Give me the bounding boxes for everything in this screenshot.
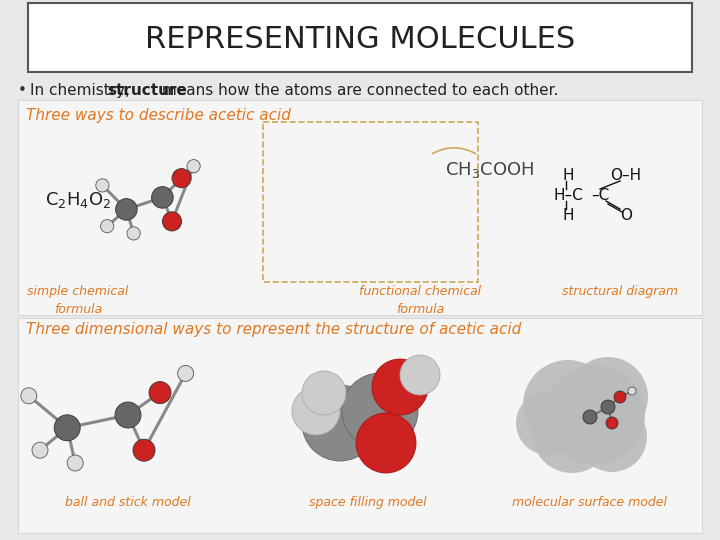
Circle shape	[127, 227, 140, 240]
Circle shape	[178, 366, 194, 381]
Circle shape	[96, 179, 109, 192]
Text: $\mathregular{C_2H_4O_2}$: $\mathregular{C_2H_4O_2}$	[45, 190, 112, 210]
Text: Three ways to describe acetic acid: Three ways to describe acetic acid	[26, 108, 291, 123]
Circle shape	[292, 387, 340, 435]
Text: H–C: H–C	[553, 187, 583, 202]
Circle shape	[532, 393, 612, 473]
Circle shape	[101, 220, 114, 233]
Text: molecular surface model: molecular surface model	[513, 496, 667, 509]
Text: ball and stick model: ball and stick model	[65, 496, 191, 509]
Circle shape	[516, 391, 580, 455]
Text: means how the atoms are connected to each other.: means how the atoms are connected to eac…	[157, 83, 559, 98]
Text: REPRESENTING MOLECULES: REPRESENTING MOLECULES	[145, 25, 575, 55]
Circle shape	[601, 400, 615, 414]
FancyBboxPatch shape	[28, 3, 692, 72]
Circle shape	[116, 199, 138, 220]
Circle shape	[628, 387, 636, 395]
Circle shape	[400, 355, 440, 395]
Text: space filling model: space filling model	[309, 496, 427, 509]
Circle shape	[115, 402, 141, 428]
Circle shape	[614, 391, 626, 403]
Circle shape	[149, 382, 171, 403]
Text: •: •	[18, 83, 27, 98]
Circle shape	[583, 410, 597, 424]
Circle shape	[32, 442, 48, 458]
Circle shape	[523, 360, 613, 450]
Circle shape	[302, 371, 346, 415]
Text: In chemistry,: In chemistry,	[30, 83, 135, 98]
FancyBboxPatch shape	[18, 100, 702, 315]
Circle shape	[356, 413, 416, 473]
Text: –C: –C	[591, 187, 609, 202]
Circle shape	[187, 160, 200, 173]
Text: O: O	[620, 207, 632, 222]
Circle shape	[606, 417, 618, 429]
Circle shape	[172, 168, 192, 188]
Text: $\mathregular{CH_3COOH}$: $\mathregular{CH_3COOH}$	[445, 160, 535, 180]
Text: simple chemical
formula: simple chemical formula	[27, 285, 129, 316]
Text: structural diagram: structural diagram	[562, 285, 678, 298]
Circle shape	[577, 402, 647, 472]
Text: O–H: O–H	[611, 167, 642, 183]
Circle shape	[133, 439, 155, 461]
Text: H: H	[562, 167, 574, 183]
Circle shape	[302, 385, 378, 461]
Circle shape	[152, 187, 174, 208]
Text: Three dimensional ways to represent the structure of acetic acid: Three dimensional ways to represent the …	[26, 322, 521, 337]
Circle shape	[21, 388, 37, 404]
Text: structure: structure	[107, 83, 187, 98]
Circle shape	[54, 415, 80, 441]
Text: H: H	[562, 207, 574, 222]
Circle shape	[545, 365, 645, 465]
Text: functional chemical
formula: functional chemical formula	[359, 285, 481, 316]
Circle shape	[568, 357, 648, 437]
FancyBboxPatch shape	[18, 318, 702, 533]
Circle shape	[163, 212, 181, 231]
Circle shape	[372, 359, 428, 415]
Circle shape	[67, 455, 84, 471]
Circle shape	[342, 373, 418, 449]
